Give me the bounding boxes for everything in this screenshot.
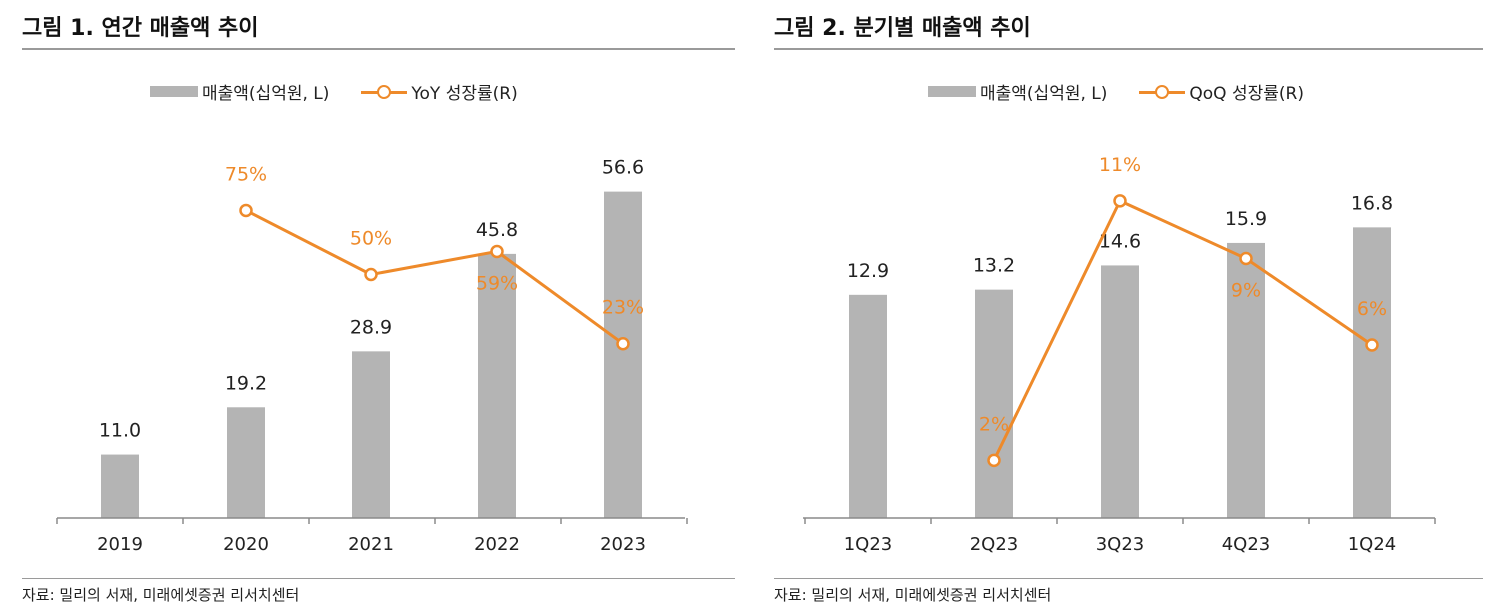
legend-line-label: YoY 성장률(R) — [411, 84, 518, 104]
bar-value-label: 12.9 — [847, 260, 889, 282]
legend-bar-swatch — [928, 86, 976, 97]
chart-panel-quarterly: 그림 2. 분기별 매출액 추이 매출액(십억원, L) QoQ 성장률(R) … — [748, 0, 1495, 616]
figure-title: 그림 2. 분기별 매출액 추이 — [774, 16, 1031, 41]
title-divider — [774, 48, 1483, 50]
bar-2022 — [478, 253, 516, 519]
legend-bar-label: 매출액(십억원, L) — [202, 84, 330, 104]
quarterly-sales-chart: 1Q23 2Q23 3Q23 4Q23 1Q24 12.9 13.2 14.6 15.9 16.8… — [803, 154, 1436, 555]
legend: 매출액(십억원, L) QoQ 성장률(R) — [928, 79, 1304, 104]
x-tick-label: 2023 — [600, 534, 646, 555]
growth-value-label: 59% — [476, 272, 518, 294]
x-tick-label: 2Q23 — [970, 534, 1019, 555]
x-tick-label: 1Q24 — [1348, 534, 1397, 555]
bar-value-label: 13.2 — [973, 255, 1015, 277]
growth-value-label: 2% — [979, 413, 1009, 435]
bar-value-label: 28.9 — [350, 316, 392, 338]
growth-value-label: 23% — [602, 297, 644, 319]
growth-point — [1239, 251, 1253, 266]
title-divider — [22, 48, 735, 50]
growth-value-label: 50% — [350, 228, 392, 250]
x-tick-label: 3Q23 — [1096, 534, 1145, 555]
bar-2Q23 — [975, 289, 1013, 518]
growth-line — [992, 198, 1373, 461]
bar-1Q24 — [1353, 227, 1391, 519]
bar-value-label: 14.6 — [1099, 230, 1141, 252]
growth-point — [1113, 194, 1127, 208]
bar-value-label: 11.0 — [99, 420, 141, 442]
bar-value-label: 19.2 — [225, 372, 267, 394]
legend-bar-swatch — [150, 86, 198, 97]
growth-point — [364, 267, 378, 282]
bar-1Q23 — [849, 294, 887, 518]
growth-value-label: 75% — [225, 163, 267, 185]
source-note: 자료: 밀리의 서재, 미래에셋증권 리서치센터 — [774, 586, 1052, 604]
legend-line-swatch — [1139, 84, 1186, 99]
x-tick-label: 2022 — [474, 534, 520, 555]
growth-value-label: 9% — [1231, 280, 1261, 302]
x-tick-label: 2019 — [97, 534, 143, 555]
bar-value-label: 16.8 — [1351, 192, 1393, 214]
bar-2019 — [101, 454, 139, 518]
legend: 매출액(십억원, L) YoY 성장률(R) — [150, 79, 518, 104]
growth-point — [490, 244, 504, 259]
growth-point — [616, 336, 630, 351]
source-note: 자료: 밀리의 서재, 미래에셋증권 리서치센터 — [22, 586, 300, 604]
bar-3Q23 — [1101, 265, 1139, 518]
growth-point — [239, 203, 253, 218]
source-divider — [774, 578, 1483, 579]
x-tick-label: 2021 — [348, 534, 394, 555]
growth-point — [1365, 338, 1379, 352]
bar-2023 — [604, 191, 642, 518]
x-tick-label: 1Q23 — [844, 534, 893, 555]
legend-line-label: QoQ 성장률(R) — [1189, 84, 1304, 104]
figure-title: 그림 1. 연간 매출액 추이 — [22, 16, 259, 41]
legend-bar-label: 매출액(십억원, L) — [980, 84, 1108, 104]
growth-value-label: 6% — [1357, 298, 1387, 320]
growth-line — [245, 209, 624, 345]
bar-2021 — [352, 351, 390, 518]
bar-2020 — [227, 407, 265, 518]
bar-value-label: 45.8 — [476, 219, 518, 241]
growth-value-label: 11% — [1099, 154, 1141, 176]
source-divider — [22, 578, 735, 579]
chart-panel-annual: 그림 1. 연간 매출액 추이 매출액(십억원, L) YoY 성장률(R) 2… — [0, 0, 745, 616]
bar-value-label: 56.6 — [602, 157, 644, 179]
annual-sales-chart: 2019 2020 2021 2022 2023 11.0 19.2 28.9 45.8 56.6… — [56, 157, 688, 555]
bar-4Q23 — [1227, 242, 1265, 518]
bar-value-label: 15.9 — [1225, 208, 1267, 230]
x-tick-label: 4Q23 — [1222, 534, 1271, 555]
x-tick-label: 2020 — [223, 534, 269, 555]
legend-line-swatch — [361, 84, 408, 99]
growth-point — [987, 453, 1001, 468]
